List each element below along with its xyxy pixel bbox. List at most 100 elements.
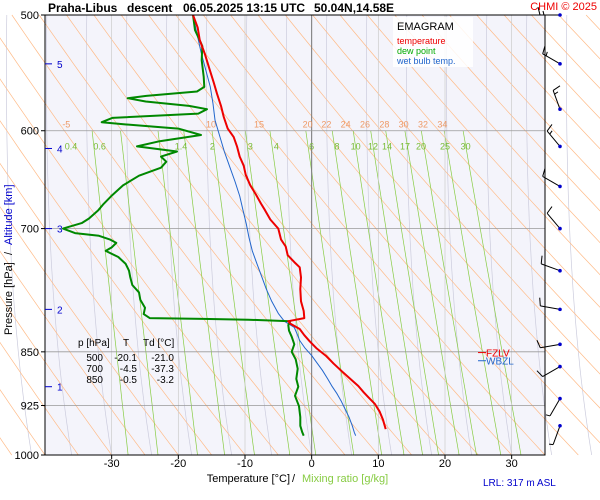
wind-barb-dot <box>558 307 562 312</box>
dry-adiabat-line <box>11 14 346 456</box>
dry-adiabat-label: -5 <box>62 120 70 130</box>
pressure-tick-label: 925 <box>21 401 39 413</box>
dry-adiabat-line <box>93 14 446 456</box>
profiles <box>62 14 387 437</box>
wind-barb-staff <box>549 398 561 417</box>
dry-adiabat-line <box>449 14 600 181</box>
wind-barb-flag <box>536 340 541 348</box>
moist-adiabats <box>6 14 593 456</box>
dry-adiabat-line <box>0 162 212 456</box>
x-tick-label: -20 <box>170 458 186 470</box>
y-axis-title-altitude: Altitude [km] <box>3 184 15 245</box>
wind-barb-staff <box>540 343 561 349</box>
wind-barb-half-flag <box>542 10 545 16</box>
wind-barb-flag <box>539 297 541 306</box>
dry-adiabat-label: 15 <box>254 120 264 130</box>
moist-adiabat-line <box>406 14 433 456</box>
dry-adiabat-line <box>0 341 79 456</box>
mixing-ratio-label: 3 <box>248 141 253 151</box>
mixing-ratio-line <box>385 130 439 456</box>
wind-barb-staff <box>542 175 561 187</box>
altitude-tick-label: 1 <box>57 383 63 394</box>
mixing-ratio-label: 12 <box>368 141 378 151</box>
dry-adiabat-label: 20 <box>303 120 313 130</box>
dry-adiabat-line <box>421 14 600 212</box>
dry-adiabat-line <box>0 120 246 456</box>
x-axis-separator: / <box>292 473 296 485</box>
dry-adiabat-line <box>38 14 379 456</box>
wind-barb-half-flag <box>549 130 553 135</box>
wind-barb-dot <box>558 107 562 112</box>
moist-adiabat-line <box>206 14 233 456</box>
wind-barb-staff <box>540 305 561 310</box>
mixing-ratio-line <box>91 130 129 456</box>
credit-link[interactable]: CHMI © 2025 <box>530 1 597 13</box>
altitude-tick-label: 2 <box>57 305 63 316</box>
moist-adiabat-line <box>286 14 313 456</box>
grid <box>45 14 545 456</box>
table-row-700-p: 700 <box>86 364 103 375</box>
wind-barb-dot <box>558 226 562 231</box>
pressure-tick-label: 500 <box>21 10 39 22</box>
mixing-ratio-lines <box>91 130 522 456</box>
mixing-ratio-line <box>331 130 383 456</box>
x-tick-label: 20 <box>439 458 451 470</box>
table-row-850-t: -0.5 <box>120 375 138 386</box>
wind-barb-flag <box>542 168 546 177</box>
legend: EMAGRAM temperature dew point wet bulb t… <box>393 17 473 67</box>
mixing-ratio-label: 0.6 <box>93 141 106 151</box>
wind-barb-dot <box>558 396 562 401</box>
pressure-tick-label: 1000 <box>15 450 39 462</box>
table-header-td: Td [°C] <box>143 338 174 349</box>
moist-adiabat-line <box>166 14 193 456</box>
wind-barb-flag <box>536 370 544 377</box>
dry-adiabat-line <box>394 14 600 244</box>
moist-adiabat-line <box>366 14 393 456</box>
dry-adiabat-line <box>503 14 600 119</box>
moist-adiabat-line <box>446 14 473 456</box>
table-row-700-t: -4.5 <box>120 364 138 375</box>
moist-adiabat-line <box>566 14 593 456</box>
table-row-500-p: 500 <box>86 353 103 364</box>
wind-barb-staff <box>541 263 561 272</box>
wind-barb-staff <box>546 212 561 229</box>
mixing-ratio-label: 2 <box>210 141 215 151</box>
dry-adiabat-line <box>339 14 600 308</box>
wind-barb-flag <box>540 255 543 264</box>
y-axis-title: Pressure [hPa] <box>3 262 15 335</box>
wind-barb-staff <box>542 366 561 378</box>
wind-barb-half-flag <box>545 414 551 417</box>
mixing-ratio-line <box>245 130 291 456</box>
dry-adiabat-line <box>476 14 600 150</box>
lrl-label: LRL: 317 m ASL <box>483 478 556 489</box>
x-tick-label: 10 <box>372 458 384 470</box>
header-phase: descent <box>127 1 172 15</box>
legend-temperature: temperature <box>397 36 446 46</box>
dry-adiabat-line <box>0 37 312 456</box>
wind-barb-dot <box>558 144 562 149</box>
legend-wetbulb: wet bulb temp. <box>396 56 456 66</box>
table-row-500-td: -21.0 <box>151 353 174 364</box>
mixing-ratio-line <box>370 130 423 456</box>
mixing-ratio-label: 0.4 <box>65 141 78 151</box>
legend-box <box>393 17 473 67</box>
temperature-profile-line <box>192 14 387 430</box>
dry-adiabat-line <box>367 14 600 276</box>
mixing-ratio-line <box>420 130 477 456</box>
mixing-ratio-label: 30 <box>461 141 471 151</box>
dry-adiabat-line <box>0 78 279 456</box>
legend-dewpoint: dew point <box>397 46 436 56</box>
mixing-ratio-line <box>120 130 159 456</box>
wbzl-label: WBZL <box>486 357 514 368</box>
altitude-tick-label: 4 <box>57 144 63 155</box>
mixing-ratio-label: 14 <box>382 141 392 151</box>
plot-area <box>45 15 545 455</box>
mixing-ratio-label: 4 <box>274 141 279 151</box>
table-row-850-p: 850 <box>86 375 103 386</box>
legend-title: EMAGRAM <box>397 21 454 33</box>
wind-barb-staff <box>542 53 561 65</box>
table-row-700-td: -37.3 <box>151 364 174 375</box>
header-datetime: 06.05.2025 13:15 UTC <box>183 1 305 15</box>
mixing-ratio-label: 10 <box>351 141 361 151</box>
mixing-ratio-line <box>443 130 502 456</box>
